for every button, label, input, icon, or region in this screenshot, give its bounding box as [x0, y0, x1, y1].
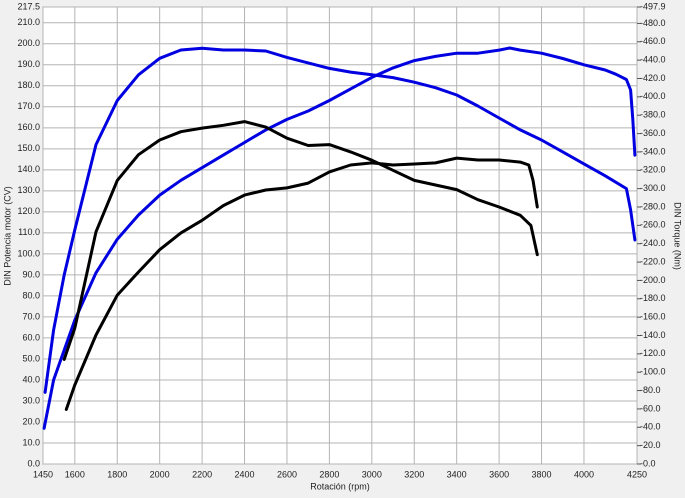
y-tick-label: 217.5 — [17, 1, 40, 11]
y-tick-label: 210.0 — [17, 17, 40, 27]
y2-tick-label: -460.0 — [640, 36, 666, 46]
y-tick-label: 70.0 — [22, 311, 40, 321]
y-tick-label: 30.0 — [22, 395, 40, 405]
y-tick-label: 50.0 — [22, 353, 40, 363]
y2-tick-label: -300.0 — [640, 183, 666, 193]
y2-tick-label: -497.9 — [640, 1, 666, 11]
y2-tick-label: -380.0 — [640, 110, 666, 120]
y2-tick-label: -140.0 — [640, 330, 666, 340]
x-tick-label: 1450 — [33, 469, 53, 479]
y-tick-label: 40.0 — [22, 374, 40, 384]
x-tick-label: 2600 — [277, 469, 297, 479]
y2-tick-label: -120.0 — [640, 348, 666, 358]
y-tick-label: 170.0 — [17, 101, 40, 111]
series-line — [43, 46, 637, 394]
y2-tick-label: -420.0 — [640, 73, 666, 83]
x-tick-label: 2800 — [319, 469, 339, 479]
y2-tick-label: -100.0 — [640, 367, 666, 377]
y2-tick-label: -160.0 — [640, 312, 666, 322]
y-tick-label: 100.0 — [17, 248, 40, 258]
y-tick-label: 110.0 — [18, 227, 40, 237]
y2-tick-label: -200.0 — [640, 275, 666, 285]
y-tick-label: 0.0 — [27, 458, 40, 468]
x-tick-label: 3000 — [362, 469, 382, 479]
x-tick-label: 2000 — [150, 469, 170, 479]
x-tick-label: 4000 — [574, 469, 594, 479]
x-axis-label: Rotación (rpm) — [310, 481, 370, 491]
y-tick-label: 160.0 — [17, 122, 40, 132]
y-tick-label: 20.0 — [22, 416, 40, 426]
y-tick-label: 200.0 — [17, 38, 40, 48]
y-tick-label: 190.0 — [17, 59, 40, 69]
y2-tick-label: -400.0 — [640, 91, 666, 101]
x-tick-label: 2200 — [192, 469, 212, 479]
y-tick-label: 90.0 — [22, 269, 40, 279]
x-tick-label: 3800 — [532, 469, 552, 479]
y-tick-label: 150.0 — [17, 143, 40, 153]
x-tick-label: 2400 — [235, 469, 255, 479]
y-tick-label: 120.0 — [17, 206, 40, 216]
y2-tick-label: -220.0 — [640, 256, 666, 266]
y-tick-label: 10.0 — [22, 437, 40, 447]
y2-tick-label: -60.0 — [640, 403, 661, 413]
y2-tick-label: -0.0 — [640, 458, 656, 468]
y-tick-label: 180.0 — [17, 80, 40, 90]
plot-area — [42, 6, 638, 465]
y2-tick-label: -340.0 — [640, 146, 666, 156]
series-line — [64, 156, 539, 411]
series-line — [42, 46, 637, 430]
y2-axis-label: DIN Torque (Nm) — [673, 202, 683, 270]
y2-tick-label: -80.0 — [640, 385, 661, 395]
y2-tick-label: -20.0 — [640, 440, 661, 450]
y2-tick-label: -280.0 — [640, 201, 666, 211]
y-tick-label: 140.0 — [17, 164, 40, 174]
y2-tick-label: -180.0 — [640, 293, 666, 303]
x-tick-label: 1600 — [65, 469, 85, 479]
y-tick-label: 60.0 — [22, 332, 40, 342]
x-tick-label: 4250 — [627, 469, 647, 479]
series-line — [62, 120, 539, 361]
y2-tick-label: -320.0 — [640, 165, 666, 175]
y-axis-label: DIN Potencia motor (CV) — [2, 186, 12, 286]
y2-tick-label: -40.0 — [640, 422, 661, 432]
y2-tick-label: -480.0 — [640, 18, 666, 28]
y-tick-label: 130.0 — [17, 185, 40, 195]
x-tick-label: 3400 — [447, 469, 467, 479]
y-tick-label: 80.0 — [22, 290, 40, 300]
x-tick-label: 1800 — [107, 469, 127, 479]
y2-tick-label: -240.0 — [640, 238, 666, 248]
y2-tick-label: -440.0 — [640, 55, 666, 65]
x-tick-label: 3200 — [404, 469, 424, 479]
x-tick-label: 3600 — [489, 469, 509, 479]
y2-tick-label: -260.0 — [640, 220, 666, 230]
y2-tick-label: -360.0 — [640, 128, 666, 138]
